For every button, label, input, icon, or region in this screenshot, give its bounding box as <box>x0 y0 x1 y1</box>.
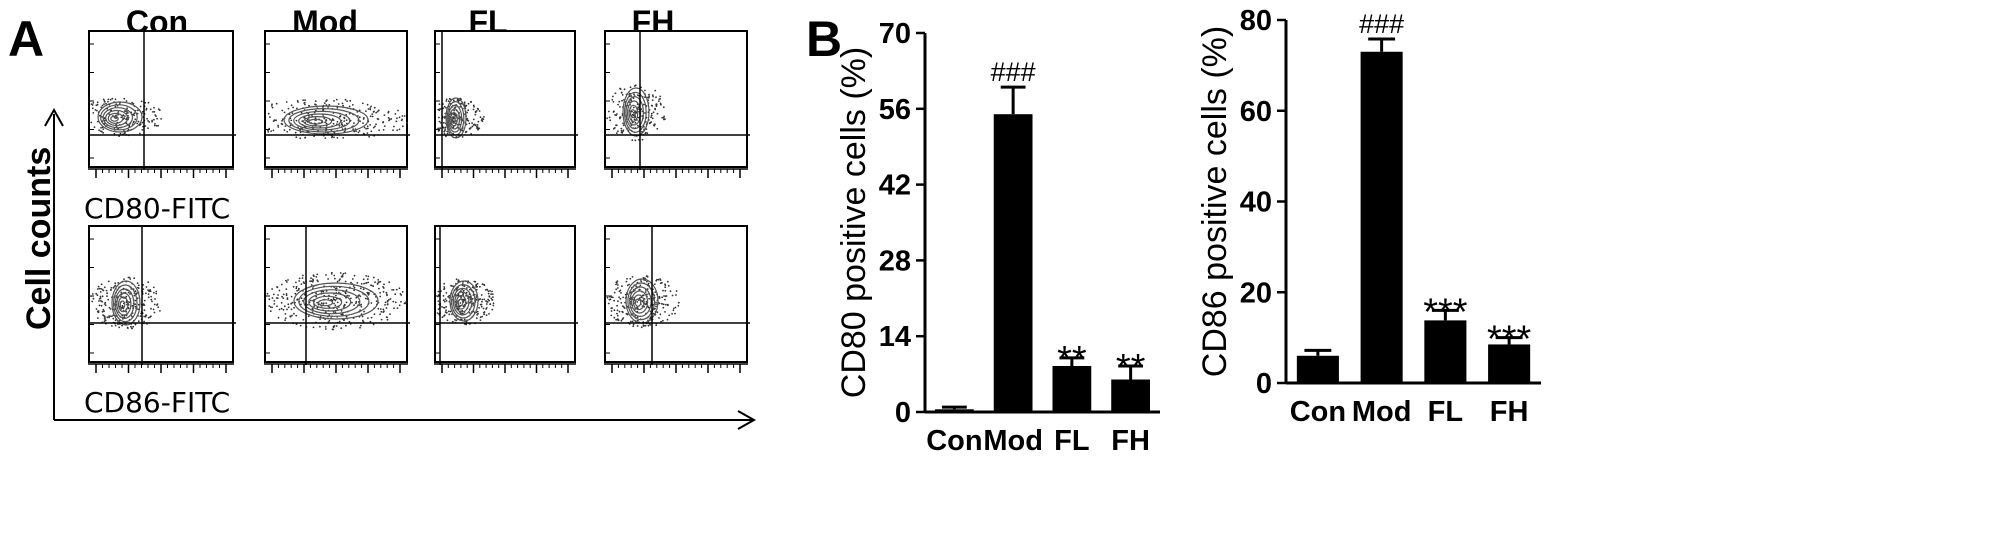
panel-a-axes <box>44 107 757 430</box>
x-tick-label: Mod <box>1352 396 1412 428</box>
row-label-cd86: CD86-FITC <box>84 386 231 419</box>
y-tick-label: 40 <box>1240 187 1272 219</box>
bar-fl <box>1424 320 1467 383</box>
y-tick-label: 0 <box>1256 368 1272 400</box>
x-tick-label: Con <box>1290 396 1346 428</box>
row1-axis-ticks <box>88 168 748 178</box>
row2-axis-ticks <box>88 363 748 373</box>
row-label-cd80: CD80-FITC <box>84 192 231 225</box>
flow-plot-mod-cd86 <box>264 225 410 365</box>
flow-plot-fl-cd80 <box>434 30 578 170</box>
bar-fh <box>1111 379 1151 412</box>
panel-b-letter: B <box>806 11 843 67</box>
significance-label: ### <box>991 57 1036 87</box>
y-tick-label: 42 <box>879 170 911 202</box>
y-tick-label: 28 <box>879 245 911 277</box>
x-tick-label: FH <box>1111 425 1150 457</box>
significance-label: ** <box>1116 347 1146 389</box>
y-tick-label: 70 <box>879 18 911 50</box>
bar-con <box>934 409 974 412</box>
y-axis-label: CD80 positive cells (%) <box>835 47 873 398</box>
flow-plot-fh-cd86 <box>604 225 750 365</box>
y-tick-label: 60 <box>1240 96 1272 128</box>
flow-plot-fl-cd86 <box>434 225 578 365</box>
bar-fh <box>1488 344 1531 383</box>
flow-plot-con-cd86 <box>88 225 236 365</box>
x-tick-label: Mod <box>983 425 1043 457</box>
significance-label: ### <box>1359 9 1404 39</box>
y-tick-label: 80 <box>1240 5 1272 37</box>
flow-plot-con-cd80 <box>88 30 236 170</box>
cell-counts-label: Cell counts <box>20 146 58 330</box>
y-tick-label: 56 <box>879 94 911 126</box>
x-tick-label: FH <box>1490 396 1529 428</box>
bar-mod <box>1360 51 1403 383</box>
bar-fl <box>1052 365 1092 412</box>
flow-plot-fh-cd80 <box>604 30 750 170</box>
bar-mod <box>993 114 1033 412</box>
bar-con <box>1296 355 1339 383</box>
flow-plot-mod-cd80 <box>264 30 410 168</box>
significance-label: ** <box>1057 339 1087 381</box>
panel-a-letter: A <box>8 11 45 67</box>
significance-label: *** <box>1423 291 1468 333</box>
x-tick-label: Con <box>926 425 982 457</box>
x-tick-label: FL <box>1054 425 1089 457</box>
y-tick-label: 0 <box>895 397 911 429</box>
y-axis-label: CD86 positive cells (%) <box>1196 26 1234 377</box>
y-tick-label: 20 <box>1240 277 1272 309</box>
y-tick-label: 14 <box>879 321 911 353</box>
x-tick-label: FL <box>1428 396 1463 428</box>
significance-label: *** <box>1487 319 1532 361</box>
